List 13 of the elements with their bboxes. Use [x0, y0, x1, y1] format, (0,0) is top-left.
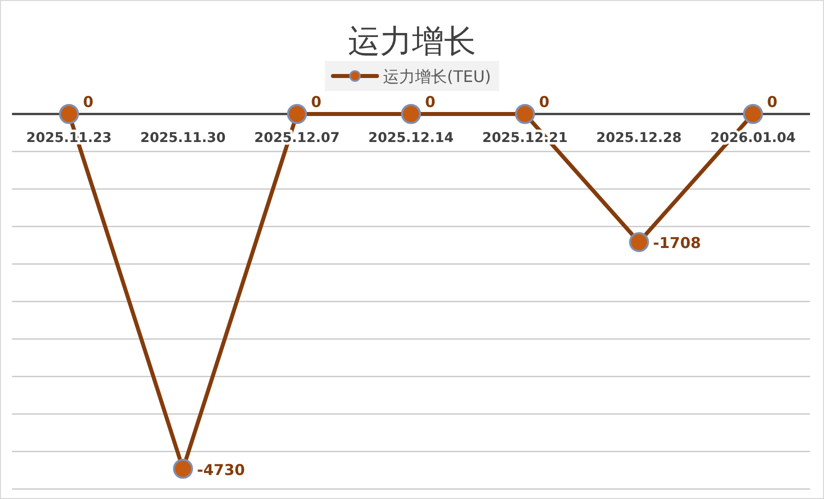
x-tick-label: 2025.12.28	[596, 130, 682, 146]
data-label: -1708	[653, 234, 701, 252]
x-tick-label: 2025.12.14	[368, 130, 454, 146]
legend: 运力增长(TEU)	[324, 61, 500, 91]
legend-label: 运力增长(TEU)	[382, 67, 492, 86]
data-label: 0	[311, 93, 322, 111]
data-label: 0	[539, 93, 550, 111]
chart-title: 运力增长	[348, 22, 476, 60]
x-tick-label: 2025.11.30	[140, 130, 226, 146]
data-label: 0	[83, 93, 94, 111]
data-label: -4730	[197, 460, 245, 479]
data-label: 0	[767, 93, 778, 111]
data-label: 0	[425, 93, 436, 111]
